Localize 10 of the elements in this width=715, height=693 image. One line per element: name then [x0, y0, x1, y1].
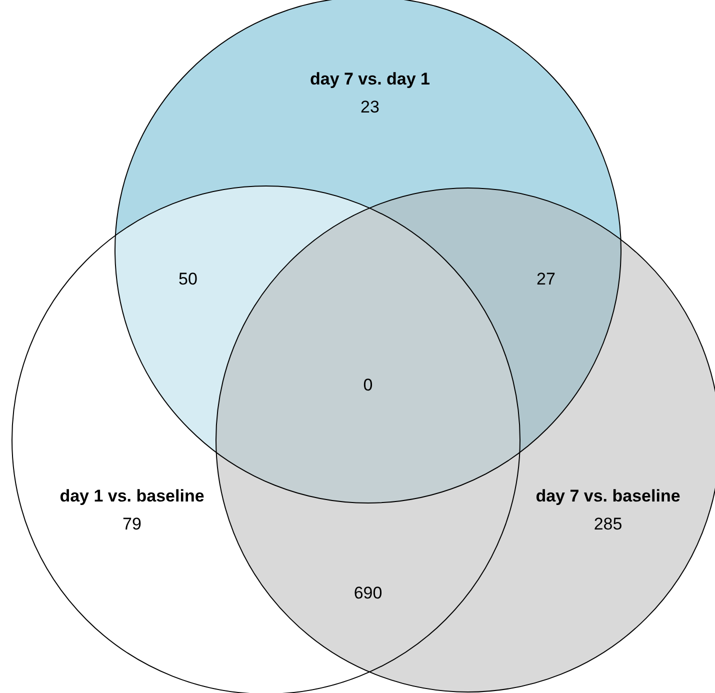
text: 690 — [354, 584, 382, 603]
data-label: 23 — [360, 98, 380, 117]
text: 27 — [536, 270, 556, 289]
category-label: day 1 vs. baseline — [60, 486, 204, 506]
category-label: day 7 vs. day 1 — [310, 70, 430, 89]
category-label: day 7 vs. baseline — [536, 486, 680, 506]
data-label: 79 — [122, 514, 142, 534]
data-label: 285 — [594, 514, 622, 534]
text: 0 — [363, 376, 373, 395]
text: 50 — [178, 270, 198, 289]
